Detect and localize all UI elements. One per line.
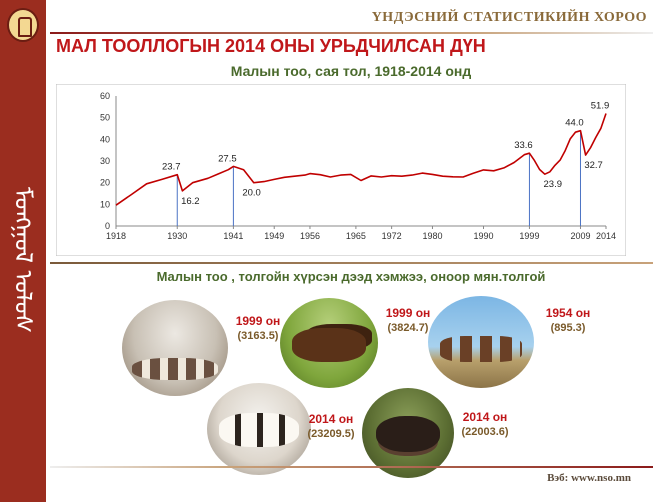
record-year: 1954 он (545, 306, 591, 320)
records-title: Малын тоо , толгойн хүрсэн дээд хэмжээ, … (156, 269, 546, 284)
record-value: (23209.5) (307, 428, 355, 440)
record-label-cattle: 1999 он (3824.7) (378, 306, 438, 336)
y-tick-label: 40 (100, 134, 110, 144)
data-label: 16.2 (181, 196, 200, 207)
data-label: 23.9 (544, 179, 563, 190)
record-label-horses: 1999 он (3163.5) (228, 314, 288, 344)
record-value: (895.3) (550, 322, 586, 334)
emblem-logo (7, 8, 39, 42)
goats-photo (362, 388, 454, 478)
x-tick-label: 2014 (596, 231, 616, 241)
chart-title: Малын тоо, сая тол, 1918-2014 онд (230, 63, 472, 79)
x-tick-label: 1972 (382, 231, 402, 241)
y-tick-label: 50 (100, 113, 110, 123)
livestock-line-chart: 0 10 20 30 40 50 60 1918 1930 1941 1949 1956 1965 197… (56, 84, 626, 256)
mongolian-script-text: ᠮᠣᠩᠭᠣᠯ ᠤᠯᠤᠰ (9, 186, 37, 334)
page-title: МАЛ ТООЛЛОГЫН 2014 ОНЫ УРЬДЧИЛСАН ДҮН (56, 36, 486, 56)
bottom-divider (50, 466, 653, 468)
data-label: 44.0 (565, 118, 584, 129)
plot-frame (56, 84, 626, 256)
record-label-camels: 1954 он (895.3) (538, 306, 598, 336)
y-tick-label: 30 (100, 156, 110, 166)
x-tick-label: 2009 (570, 231, 590, 241)
mongolian-script: ᠮᠣᠩᠭᠣᠯ ᠤᠯᠤᠰ (6, 70, 40, 450)
x-tick-label: 1980 (422, 231, 442, 241)
data-label: 32.7 (584, 160, 603, 171)
record-value: (3824.7) (387, 322, 429, 334)
x-tick-label: 1918 (106, 231, 126, 241)
record-year: 1999 он (385, 306, 431, 320)
x-tick-label: 1965 (346, 231, 366, 241)
record-label-sheep: 2014 он (23209.5) (298, 412, 364, 442)
y-tick-label: 10 (100, 199, 110, 209)
sidebar: ᠮᠣᠩᠭᠣᠯ ᠤᠯᠤᠰ (0, 0, 46, 502)
camels-photo (428, 296, 534, 388)
record-value: (22003.6) (461, 426, 509, 438)
x-tick-label: 1999 (519, 231, 539, 241)
data-label: 33.6 (514, 140, 533, 151)
data-label: 20.0 (242, 188, 261, 199)
x-tick-label: 1990 (473, 231, 493, 241)
data-label: 27.5 (218, 153, 237, 164)
horses-photo (122, 300, 228, 396)
y-tick-label: 20 (100, 178, 110, 188)
cattle-photo (280, 298, 378, 388)
sheep-photo (207, 383, 311, 475)
top-divider (50, 32, 653, 34)
organization-name: ҮНДЭСНИЙ СТАТИСТИКИЙН ХОРОО (371, 10, 647, 25)
data-label: 23.7 (162, 162, 181, 173)
record-year: 2014 он (462, 410, 508, 424)
mid-divider (50, 262, 653, 264)
record-year: 2014 он (308, 412, 354, 426)
record-year: 1999 он (235, 314, 281, 328)
website-link[interactable]: Вэб: www.nso.mn (547, 472, 631, 484)
y-tick-label: 0 (105, 221, 110, 231)
x-tick-label: 1930 (167, 231, 187, 241)
record-label-goats: 2014 он (22003.6) (452, 410, 518, 440)
x-tick-label: 1941 (223, 231, 243, 241)
y-tick-label: 60 (100, 91, 110, 101)
record-value: (3163.5) (237, 330, 279, 342)
x-tick-label: 1956 (300, 231, 320, 241)
data-label: 51.9 (591, 101, 610, 112)
livestock-series-line (115, 113, 607, 206)
x-tick-label: 1949 (264, 231, 284, 241)
